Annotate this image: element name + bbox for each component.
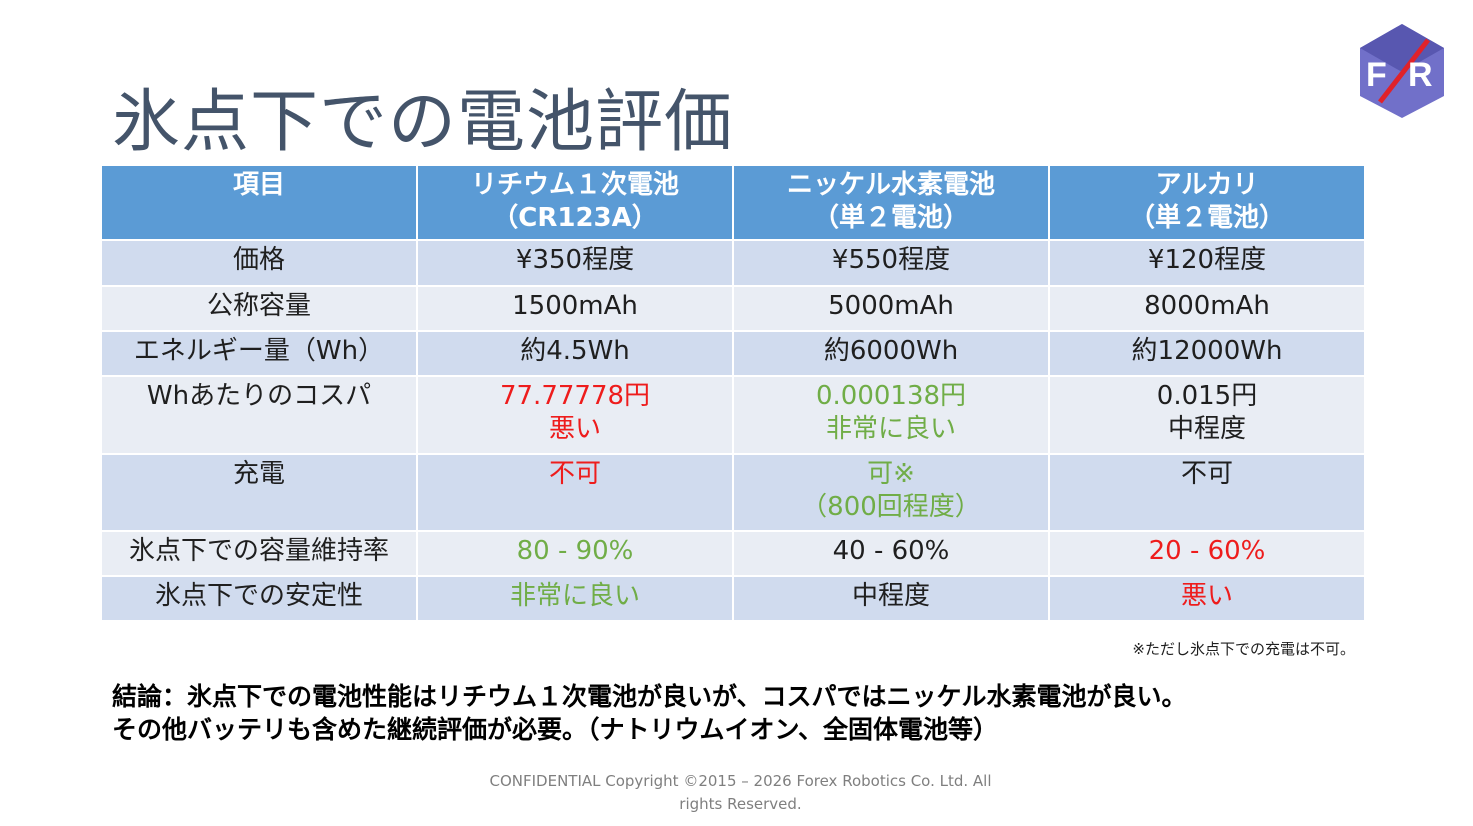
row-label: 氷点下での安定性 [100,575,418,622]
cell-alkaline: 0.015円 中程度 [1048,375,1366,455]
cell-alkaline: 20 - 60% [1048,530,1366,577]
logo-hexagon-shade [1360,24,1444,72]
logo-letter-f: F [1366,56,1387,94]
row-label: Whあたりのコスパ [100,375,418,455]
cell-nimh: 40 - 60% [732,530,1050,577]
conclusion-line-1: 結論：氷点下での電池性能はリチウム１次電池が良いが、コスパではニッケル水素電池が… [112,682,1187,711]
charging-footnote: ※ただし氷点下での充電は不可。 [1132,640,1355,658]
cell-nimh: 中程度 [732,575,1050,622]
table-row: 充電 不可 可※ （800回程度） 不可 [100,453,1366,532]
cell-lithium: 不可 [416,453,734,532]
row-label: 氷点下での容量維持率 [100,530,418,577]
header-lithium: リチウム１次電池 （CR123A） [416,164,734,241]
cell-lithium: 77.77778円 悪い [416,375,734,455]
cell-lithium: 非常に良い [416,575,734,622]
row-label: 充電 [100,453,418,532]
conclusion-text: 結論：氷点下での電池性能はリチウム１次電池が良いが、コスパではニッケル水素電池が… [112,680,1187,746]
cell-alkaline: 8000mAh [1048,285,1366,332]
slide-title: 氷点下での電池評価 [112,83,734,162]
table-row: Whあたりのコスパ 77.77778円 悪い 0.000138円 非常に良い 0.0… [100,375,1366,455]
cell-alkaline: 悪い [1048,575,1366,622]
logo-letter-r: R [1408,56,1433,94]
table-row: 氷点下での容量維持率 80 - 90% 40 - 60% 20 - 60% [100,530,1366,577]
cell-alkaline: 約12000Wh [1048,330,1366,377]
cell-lithium: 約4.5Wh [416,330,734,377]
cell-nimh: ¥550程度 [732,239,1050,287]
cell-lithium: 80 - 90% [416,530,734,577]
copyright-footer: CONFIDENTIAL Copyright ©2015 – 2026 Fore… [489,772,992,813]
cell-alkaline: ¥120程度 [1048,239,1366,287]
header-item: 項目 [100,164,418,241]
cell-alkaline: 不可 [1048,453,1366,532]
table-row: 氷点下での安定性 非常に良い 中程度 悪い [100,575,1366,622]
table-row: 価格 ¥350程度 ¥550程度 ¥120程度 [100,239,1366,287]
table-row: エネルギー量（Wh） 約4.5Wh 約6000Wh 約12000Wh [100,330,1366,377]
header-nimh: ニッケル水素電池 （単２電池） [732,164,1050,241]
table-header-row: 項目 リチウム１次電池 （CR123A） ニッケル水素電池 （単２電池） アルカリ（… [100,164,1366,241]
row-label: エネルギー量（Wh） [100,330,418,377]
company-logo: F R [1360,24,1444,118]
cell-nimh: 5000mAh [732,285,1050,332]
conclusion-line-2: その他バッテリも含めた継続評価が必要。（ナトリウムイオン、全固体電池等） [112,715,999,744]
logo-slash [1378,38,1430,104]
row-label: 価格 [100,239,418,287]
cell-lithium: ¥350程度 [416,239,734,287]
header-alkaline: アルカリ （単２電池） [1048,164,1366,241]
cell-nimh: 可※ （800回程度） [732,453,1050,532]
cell-nimh: 0.000138円 非常に良い [732,375,1050,455]
battery-comparison-table: 項目 リチウム１次電池 （CR123A） ニッケル水素電池 （単２電池） アルカリ（… [100,164,1366,622]
table-row: 公称容量 1500mAh 5000mAh 8000mAh [100,285,1366,332]
row-label: 公称容量 [100,285,418,332]
cell-nimh: 約6000Wh [732,330,1050,377]
cell-lithium: 1500mAh [416,285,734,332]
